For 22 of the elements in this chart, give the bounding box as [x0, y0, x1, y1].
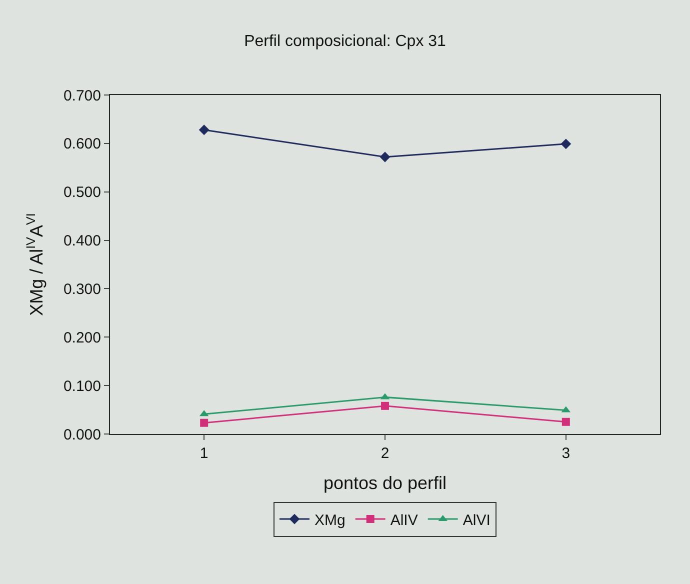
- y-tick-label: 0.200: [63, 329, 101, 346]
- y-tick-label: 0.700: [63, 87, 101, 104]
- point: [562, 418, 570, 426]
- point: [560, 138, 572, 150]
- point: [381, 402, 389, 410]
- x-tick-label: 3: [562, 445, 570, 462]
- x-tick-label: 1: [200, 445, 208, 462]
- point: [200, 418, 208, 427]
- y-tick-label: 0.600: [63, 136, 101, 153]
- y-tick-label: 0.000: [63, 426, 101, 444]
- x-axis-title: pontos do perfil: [323, 473, 447, 494]
- y-tick-label: 0.500: [63, 184, 101, 202]
- legend-label: AlIV: [390, 512, 418, 529]
- legend-label: AlVI: [462, 512, 490, 529]
- y-tick-label: 0.100: [63, 378, 101, 395]
- point: [380, 152, 390, 162]
- legend-label: XMg: [314, 512, 346, 529]
- chart-title: Perfil composicional: Cpx 31: [244, 33, 446, 50]
- y-tick-label: 0.300: [63, 280, 101, 298]
- x-tick-label: 2: [380, 445, 390, 462]
- y-tick-label: 0.400: [63, 232, 101, 250]
- point: [198, 124, 210, 136]
